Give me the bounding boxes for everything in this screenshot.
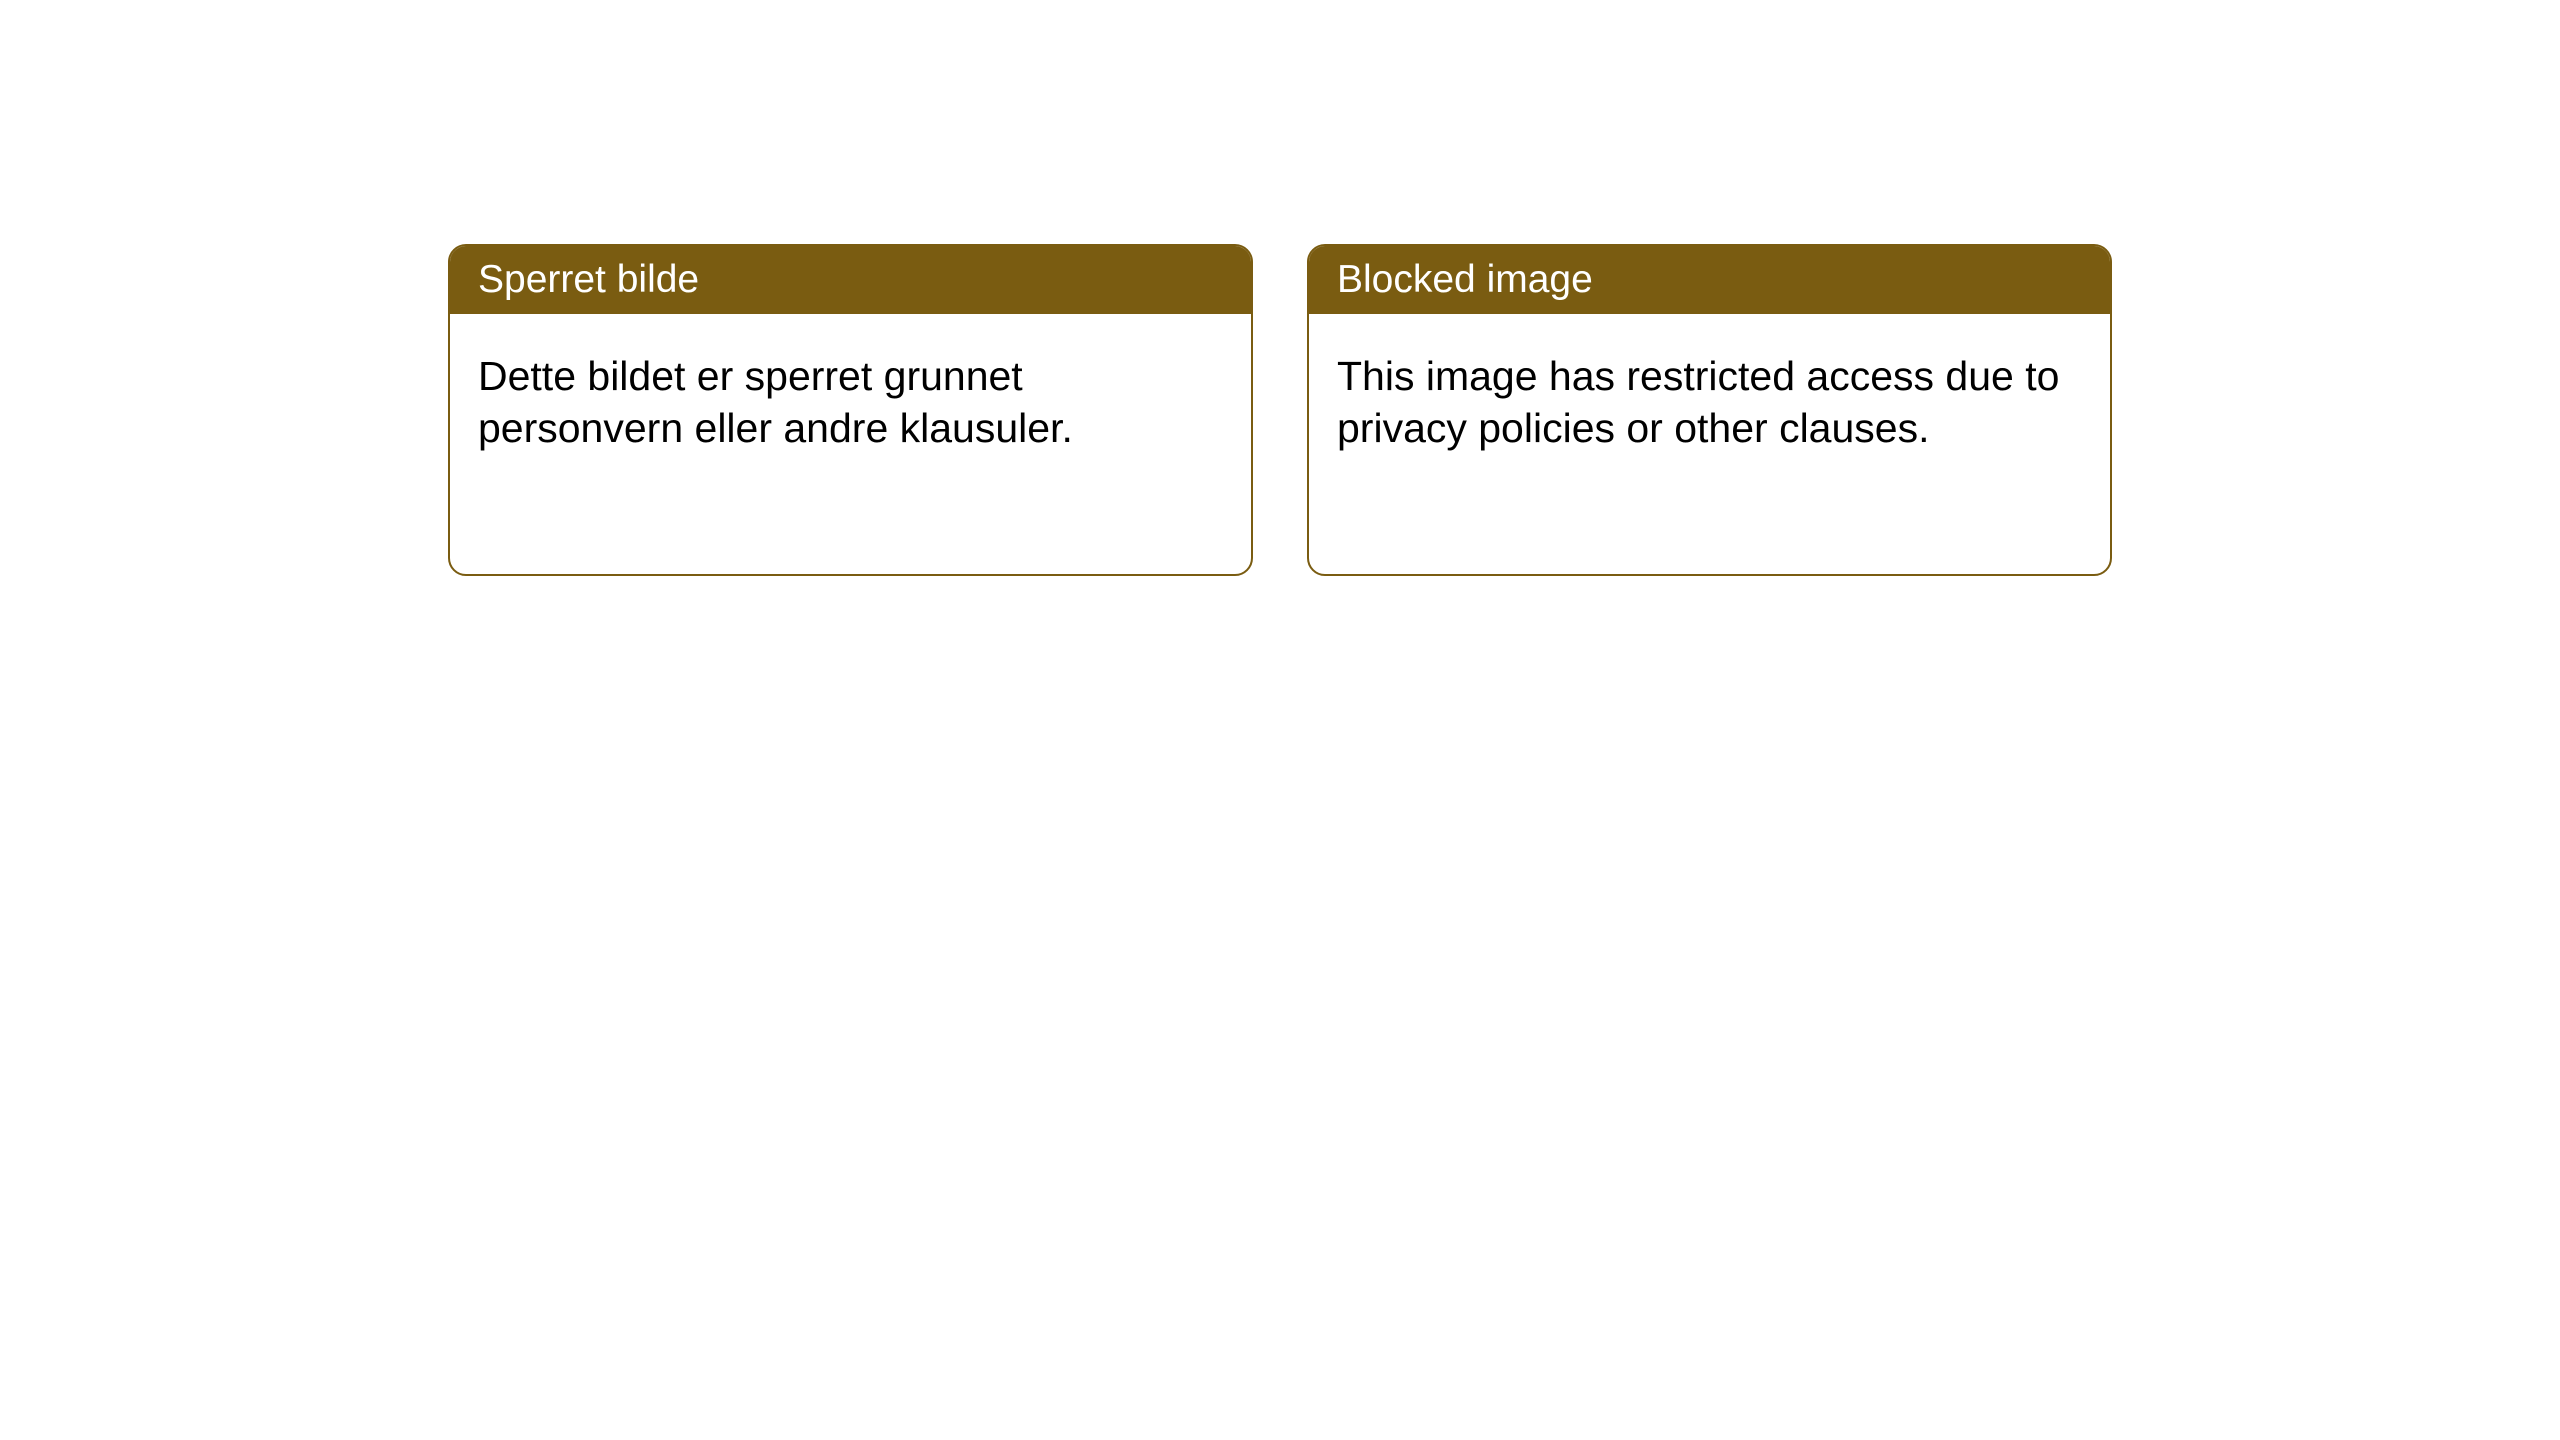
notice-container: Sperret bilde Dette bildet er sperret gr… [0, 0, 2560, 576]
card-body-text: This image has restricted access due to … [1337, 353, 2059, 451]
card-title: Sperret bilde [478, 258, 699, 301]
card-header: Sperret bilde [450, 246, 1251, 314]
card-body: This image has restricted access due to … [1309, 314, 2110, 490]
notice-card-english: Blocked image This image has restricted … [1307, 244, 2112, 576]
card-body-text: Dette bildet er sperret grunnet personve… [478, 353, 1073, 451]
notice-card-norwegian: Sperret bilde Dette bildet er sperret gr… [448, 244, 1253, 576]
card-body: Dette bildet er sperret grunnet personve… [450, 314, 1251, 490]
card-header: Blocked image [1309, 246, 2110, 314]
card-title: Blocked image [1337, 258, 1593, 301]
